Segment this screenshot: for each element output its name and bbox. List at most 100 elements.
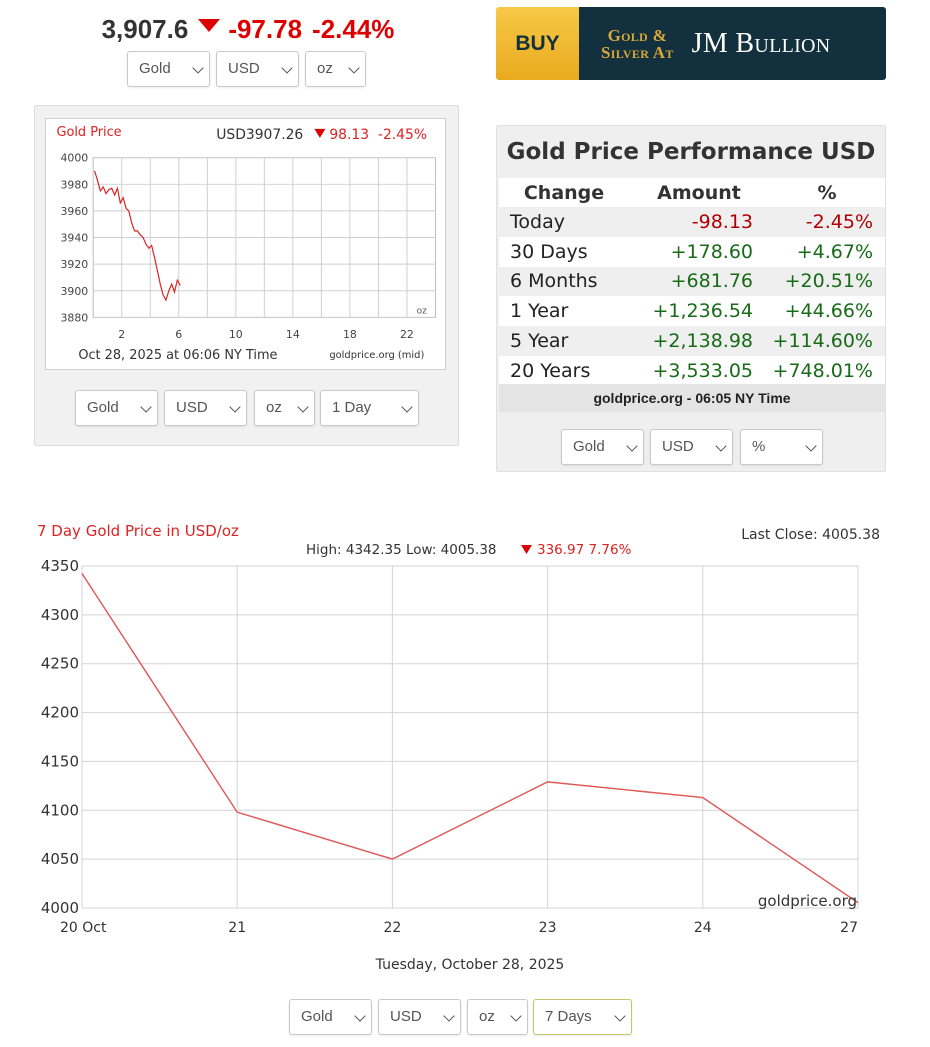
row-label: 5 Year: [499, 326, 629, 356]
big-metal-select-value: Gold: [301, 1008, 333, 1025]
perf-unit-select-value: %: [752, 438, 766, 455]
mini-y-tick-label: 3960: [60, 205, 88, 218]
perf-currency-select[interactable]: USD: [650, 429, 733, 465]
performance-footer: goldprice.org - 06:05 NY Time: [499, 384, 885, 412]
mini-chart-unit-label: oz: [417, 306, 427, 316]
row-label: 1 Year: [510, 300, 569, 323]
table-row: 6 Months +681.76 +20.51%: [499, 266, 885, 297]
mini-x-tick-label: 6: [175, 328, 182, 341]
current-price: 3,907.6: [101, 14, 189, 44]
big-metal-select[interactable]: Gold: [289, 999, 372, 1035]
big-y-tick-label: 4150: [41, 752, 79, 770]
mini-y-tick-label: 3940: [60, 232, 88, 245]
big-x-tick-label: 21: [228, 920, 246, 936]
mini-x-tick-label: 14: [286, 328, 300, 341]
row-amount: +1,236.54: [652, 300, 753, 323]
big-y-tick-label: 4300: [41, 606, 79, 624]
row-percent: +748.01%: [772, 359, 873, 382]
mini-chart-price-line: [94, 170, 181, 302]
row-label: Today: [499, 207, 629, 237]
big-y-tick-label: 4350: [41, 557, 79, 575]
mini-chart-title: Gold Price: [57, 125, 122, 140]
big-unit-select-value: oz: [479, 1008, 495, 1025]
seven-day-gold-chart: 7 Day Gold Price in USD/oz Last Close: 4…: [37, 522, 880, 973]
chevron-down-icon: [297, 401, 309, 413]
currency-select[interactable]: USD: [216, 51, 299, 87]
mini-currency-select[interactable]: USD: [164, 390, 247, 426]
mini-chart-grid: [92, 157, 436, 318]
table-row: 20 Years +3,533.05 +748.01%: [499, 356, 885, 386]
chevron-down-icon: [614, 1010, 626, 1022]
chevron-down-icon: [192, 62, 204, 74]
mini-chart-headline-change: 98.13: [329, 127, 369, 143]
col-header-percent: %: [817, 181, 837, 204]
big-chart-last-close: Last Close: 4005.38: [741, 527, 880, 543]
big-period-select[interactable]: 7 Days: [533, 999, 632, 1035]
row-amount: -98.13: [629, 207, 769, 237]
perf-currency-select-value: USD: [662, 438, 694, 455]
row-percent: +20.51%: [769, 266, 885, 297]
triangle-down-icon: [521, 545, 532, 554]
performance-header-row: Change Amount %: [499, 178, 885, 207]
chevron-down-icon: [281, 62, 293, 74]
col-header-amount: Amount: [657, 181, 741, 204]
chevron-down-icon: [443, 1010, 455, 1022]
perf-metal-select[interactable]: Gold: [561, 429, 644, 465]
ad-brand-logo: JM Bullion: [691, 27, 831, 59]
mini-chart-timestamp: Oct 28, 2025 at 06:06 NY Time: [78, 348, 277, 363]
big-x-tick-label: 23: [539, 920, 557, 936]
mini-y-tick-label: 3980: [60, 178, 88, 191]
big-y-tick-label: 4100: [41, 801, 79, 819]
mini-period-select[interactable]: 1 Day: [320, 390, 419, 426]
mini-chart-headline-percent: -2.45%: [378, 127, 427, 143]
price-change: -97.78: [228, 14, 303, 44]
big-x-tick-label: 20 Oct: [60, 920, 107, 936]
big-currency-select-value: USD: [390, 1008, 422, 1025]
chevron-down-icon: [229, 401, 241, 413]
table-row: 1 Year +1,236.54 +44.66%: [499, 296, 885, 326]
mini-currency-select-value: USD: [176, 399, 208, 416]
mini-x-tick-label: 22: [400, 328, 414, 341]
mini-metal-select[interactable]: Gold: [75, 390, 158, 426]
chevron-down-icon: [354, 1010, 366, 1022]
mini-unit-select[interactable]: oz: [254, 390, 315, 426]
big-y-tick-label: 4200: [41, 704, 79, 722]
big-chart-x-ticks: 20 Oct 21 22 23 24 27: [60, 920, 858, 936]
triangle-down-icon: [198, 19, 221, 32]
row-label: 30 Days: [510, 240, 588, 263]
big-chart-watermark: goldprice.org: [758, 892, 857, 910]
unit-select[interactable]: oz: [305, 51, 366, 87]
big-y-tick-label: 4050: [41, 850, 79, 868]
big-chart-plot-frame: [81, 565, 859, 909]
ad-tagline: Gold & Silver At: [601, 27, 674, 61]
big-currency-select[interactable]: USD: [378, 999, 461, 1035]
mini-x-tick-label: 2: [118, 328, 125, 341]
row-label: 20 Years: [510, 359, 591, 382]
big-x-tick-label: 22: [383, 920, 401, 936]
big-x-tick-label: 27: [840, 920, 858, 936]
mini-y-tick-label: 3920: [60, 258, 88, 271]
table-row: 30 Days +178.60 +4.67%: [499, 237, 885, 267]
big-unit-select[interactable]: oz: [467, 999, 528, 1035]
performance-rows: Today -98.13 -2.45% 30 Days +178.60 +4.6…: [499, 207, 885, 386]
row-amount: +3,533.05: [652, 359, 753, 382]
jm-bullion-ad-banner[interactable]: BUY Gold & Silver At JM Bullion: [496, 7, 886, 80]
performance-table: Change Amount % Today -98.13 -2.45% 30 D…: [499, 178, 885, 386]
mini-chart-source: goldprice.org (mid): [329, 350, 424, 361]
perf-metal-select-value: Gold: [573, 438, 605, 455]
big-y-tick-label: 4250: [41, 655, 79, 673]
chevron-down-icon: [401, 401, 413, 413]
perf-unit-select[interactable]: %: [740, 429, 823, 465]
performance-panel: Gold Price Performance USD Change Amount…: [496, 125, 886, 472]
currency-select-value: USD: [228, 60, 260, 77]
price-change-percent: -2.44%: [312, 14, 395, 44]
mini-y-tick-label: 4000: [60, 152, 88, 165]
metal-select[interactable]: Gold: [127, 51, 210, 87]
chevron-down-icon: [140, 401, 152, 413]
big-chart-date-caption: Tuesday, October 28, 2025: [375, 957, 565, 973]
mini-chart-headline-price: USD3907.26: [216, 127, 303, 143]
mini-y-tick-label: 3900: [60, 285, 88, 298]
unit-select-value: oz: [317, 60, 333, 77]
big-chart-y-ticks: 4000 4050 4100 4150 4200 4250 4300 4350: [41, 557, 79, 917]
row-label: 6 Months: [499, 266, 629, 297]
